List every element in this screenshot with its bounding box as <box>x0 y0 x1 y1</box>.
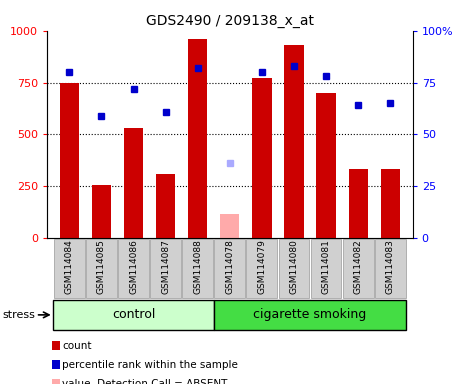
FancyBboxPatch shape <box>118 239 149 298</box>
Text: percentile rank within the sample: percentile rank within the sample <box>62 360 238 370</box>
Bar <box>124 128 143 238</box>
FancyBboxPatch shape <box>214 300 406 330</box>
Title: GDS2490 / 209138_x_at: GDS2490 / 209138_x_at <box>146 14 314 28</box>
Bar <box>317 93 336 238</box>
Text: GSM114078: GSM114078 <box>225 239 234 294</box>
Text: control: control <box>112 308 155 321</box>
FancyBboxPatch shape <box>375 239 406 298</box>
Bar <box>220 214 240 238</box>
Text: GSM114087: GSM114087 <box>161 239 170 294</box>
Bar <box>92 185 111 238</box>
FancyBboxPatch shape <box>214 239 245 298</box>
Text: cigarette smoking: cigarette smoking <box>253 308 367 321</box>
FancyBboxPatch shape <box>343 239 374 298</box>
Text: GSM114079: GSM114079 <box>257 239 266 294</box>
Text: GSM114082: GSM114082 <box>354 239 363 294</box>
FancyBboxPatch shape <box>54 239 85 298</box>
Bar <box>60 83 79 238</box>
Bar <box>156 174 175 238</box>
Bar <box>381 169 400 238</box>
Text: stress: stress <box>2 310 35 320</box>
FancyBboxPatch shape <box>279 239 310 298</box>
FancyBboxPatch shape <box>310 239 341 298</box>
FancyBboxPatch shape <box>150 239 181 298</box>
Text: GSM114084: GSM114084 <box>65 239 74 294</box>
Bar <box>252 78 272 238</box>
Text: count: count <box>62 341 91 351</box>
FancyBboxPatch shape <box>86 239 117 298</box>
Text: value, Detection Call = ABSENT: value, Detection Call = ABSENT <box>62 379 227 384</box>
Text: GSM114080: GSM114080 <box>289 239 298 294</box>
Bar <box>188 39 207 238</box>
Text: GSM114088: GSM114088 <box>193 239 202 294</box>
Text: GSM114081: GSM114081 <box>322 239 331 294</box>
Bar <box>284 45 303 238</box>
FancyBboxPatch shape <box>182 239 213 298</box>
Bar <box>348 169 368 238</box>
Text: GSM114083: GSM114083 <box>386 239 395 294</box>
FancyBboxPatch shape <box>247 239 277 298</box>
Text: GSM114085: GSM114085 <box>97 239 106 294</box>
Text: GSM114086: GSM114086 <box>129 239 138 294</box>
FancyBboxPatch shape <box>53 300 214 330</box>
